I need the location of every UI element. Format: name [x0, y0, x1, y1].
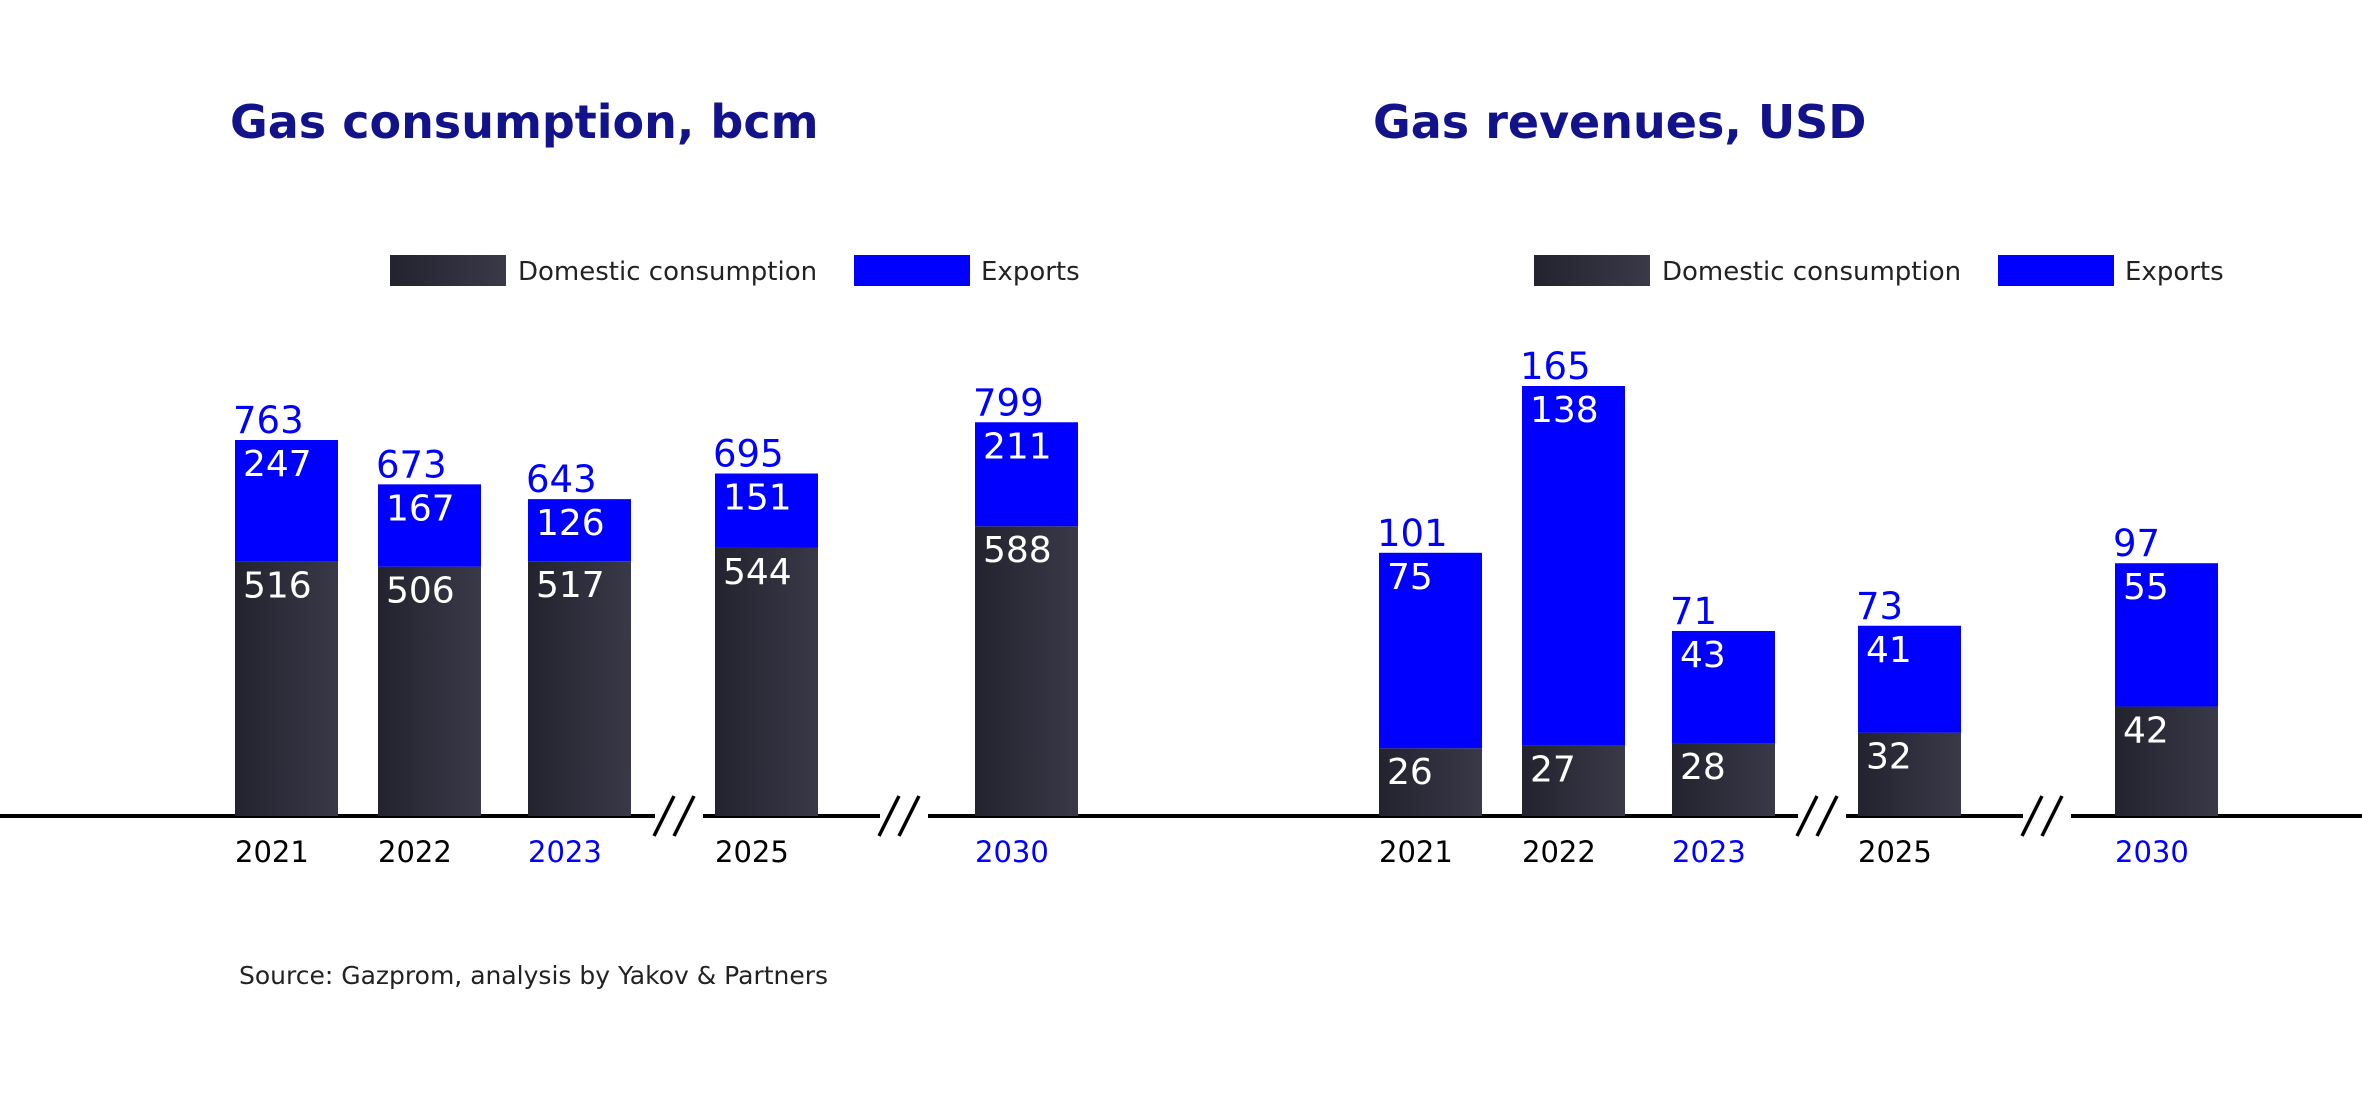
x-tick-label: 2025	[1858, 835, 1932, 869]
bar-segment-domestic	[715, 547, 818, 816]
left-legend-domestic-swatch	[390, 255, 506, 286]
bar-segment-exports	[1522, 386, 1625, 746]
value-label-exports: 41	[1866, 630, 1912, 671]
value-label-total: 695	[713, 433, 784, 476]
value-label-domestic: 588	[983, 530, 1052, 571]
value-label-total: 73	[1856, 585, 1903, 628]
bar-segment-domestic	[378, 566, 481, 816]
value-label-domestic: 32	[1866, 737, 1912, 778]
bar-segment-domestic	[1522, 745, 1625, 816]
value-label-exports: 211	[983, 426, 1052, 467]
bar-segment-exports	[1672, 630, 1775, 744]
bar-segment-exports	[235, 440, 338, 562]
value-label-exports: 167	[386, 488, 455, 529]
value-label-domestic: 26	[1387, 752, 1433, 793]
value-label-total: 799	[973, 381, 1044, 424]
x-tick-label: 2022	[1522, 835, 1596, 869]
left-legend-exports-swatch	[854, 255, 970, 286]
bar-segment-domestic	[528, 561, 631, 816]
value-label-domestic: 544	[723, 552, 792, 593]
source-note: Source: Gazprom, analysis by Yakov & Par…	[239, 961, 828, 990]
bar-segment-exports	[2115, 563, 2218, 707]
value-label-domestic: 516	[243, 566, 312, 607]
value-label-exports: 43	[1680, 635, 1726, 676]
value-label-total: 71	[1670, 590, 1717, 633]
value-label-exports: 55	[2123, 567, 2169, 608]
value-label-domestic: 506	[386, 571, 455, 612]
right-chart-title: Gas revenues, USD	[1373, 95, 1867, 149]
x-tick-label: 2022	[378, 835, 452, 869]
left-legend-exports-label: Exports	[981, 257, 1080, 287]
value-label-exports: 151	[723, 478, 792, 519]
x-tick-label: 2030	[975, 835, 1049, 869]
value-label-domestic: 27	[1530, 750, 1576, 791]
right-legend-exports-swatch	[1998, 255, 2114, 286]
bar-segment-domestic	[1379, 748, 1482, 816]
value-label-exports: 75	[1387, 557, 1433, 598]
left-chart-title: Gas consumption, bcm	[230, 95, 819, 149]
bar-segment-domestic	[975, 526, 1078, 816]
right-legend-domestic-swatch	[1534, 255, 1650, 286]
bar-segment-domestic	[235, 561, 338, 816]
value-label-total: 97	[2113, 522, 2160, 565]
bar-segment-exports	[715, 473, 818, 548]
value-label-total: 643	[526, 458, 597, 501]
x-tick-label: 2030	[2115, 835, 2189, 869]
left-legend-domestic-label: Domestic consumption	[518, 257, 817, 287]
value-label-exports: 138	[1530, 390, 1599, 431]
value-label-domestic: 42	[2123, 711, 2169, 752]
value-label-total: 763	[233, 399, 304, 442]
bar-segment-exports	[528, 499, 631, 562]
right-legend-exports-label: Exports	[2125, 257, 2224, 287]
bar-segment-exports	[1379, 552, 1482, 749]
bar-segment-domestic	[1858, 732, 1961, 816]
value-label-exports: 126	[536, 503, 605, 544]
value-label-total: 165	[1520, 345, 1591, 388]
x-tick-label: 2025	[715, 835, 789, 869]
bar-segment-domestic	[1672, 743, 1775, 816]
x-tick-label: 2021	[235, 835, 309, 869]
bar-segment-exports	[1858, 625, 1961, 733]
value-label-exports: 247	[243, 444, 312, 485]
axis-break-marks	[652, 795, 2071, 837]
bar-segment-domestic	[2115, 706, 2218, 816]
x-tick-label: 2023	[1672, 835, 1746, 869]
x-tick-label: 2023	[528, 835, 602, 869]
x-tick-label: 2021	[1379, 835, 1453, 869]
right-legend-domestic-label: Domestic consumption	[1662, 257, 1961, 287]
value-label-total: 101	[1377, 512, 1448, 555]
value-label-domestic: 517	[536, 565, 605, 606]
bar-segment-exports	[378, 484, 481, 567]
bar-segment-exports	[975, 422, 1078, 527]
value-label-total: 673	[376, 443, 447, 486]
value-label-domestic: 28	[1680, 747, 1726, 788]
